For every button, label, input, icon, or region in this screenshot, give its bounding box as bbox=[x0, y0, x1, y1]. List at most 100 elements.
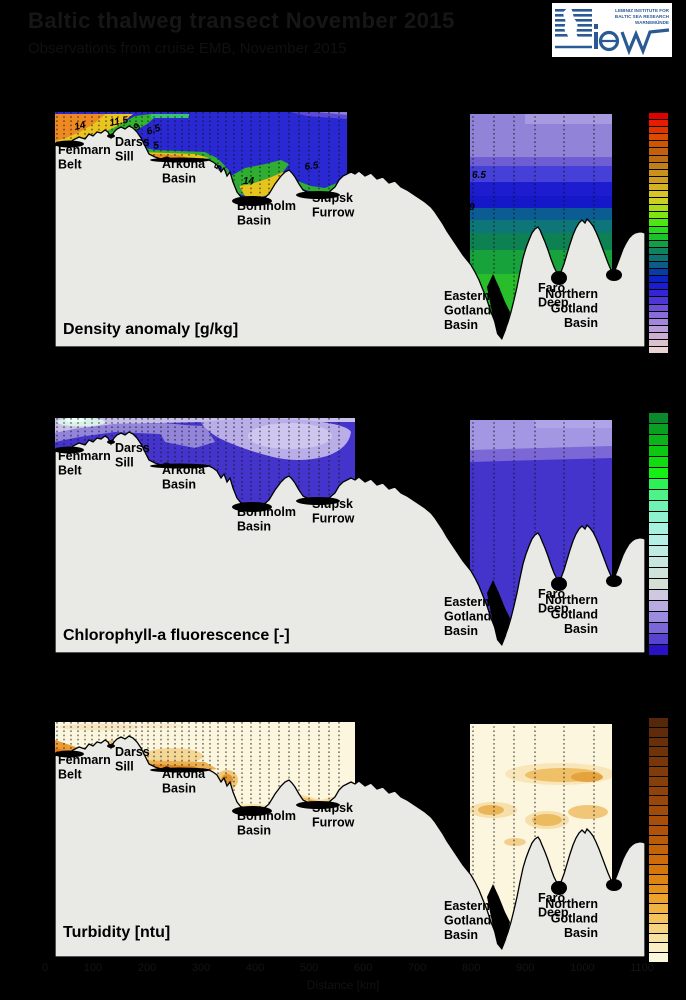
svg-text:6.5: 6.5 bbox=[472, 170, 486, 181]
turbidity-colorbar-cell bbox=[649, 835, 668, 846]
iow-logo: LEIBNIZ INSTITUTE FOR BALTIC SEA RESEARC… bbox=[552, 3, 672, 57]
svg-text:11.5: 11.5 bbox=[109, 115, 130, 129]
turbidity-colorbar-cell bbox=[649, 747, 668, 758]
turbidity-colorbar-cell bbox=[649, 727, 668, 738]
density-panel-title: Density anomaly [g/kg] bbox=[63, 321, 239, 338]
chl-colorbar-cell bbox=[649, 435, 668, 447]
axis-tick: 1000 bbox=[570, 962, 595, 974]
density-colorbar-cell bbox=[649, 183, 668, 192]
chl-colorbar-cell bbox=[649, 523, 668, 535]
turbidity-colorbar bbox=[648, 717, 669, 963]
density-colorbar-cell bbox=[649, 261, 668, 270]
chl-colorbar-cell bbox=[649, 512, 668, 524]
chl-colorbar-cell bbox=[649, 644, 668, 656]
axis-tick: 800 bbox=[462, 962, 481, 974]
turbidity-colorbar-cell bbox=[649, 757, 668, 767]
turbidity-colorbar-cell bbox=[649, 864, 668, 875]
density-colorbar-cell bbox=[649, 212, 668, 220]
axis-tick: 200 bbox=[137, 962, 157, 974]
svg-text:14: 14 bbox=[243, 176, 255, 187]
turbidity-colorbar-cell bbox=[649, 737, 668, 748]
density-colorbar-cell bbox=[649, 162, 668, 170]
density-colorbar-cell bbox=[649, 176, 668, 184]
density-colorbar-cell bbox=[649, 325, 668, 333]
chl-colorbar-cell bbox=[649, 589, 668, 601]
chl-colorbar-cell bbox=[649, 567, 668, 579]
density-colorbar-cell bbox=[649, 297, 668, 305]
turbidity-colorbar-cell bbox=[649, 806, 668, 816]
density-colorbar bbox=[648, 112, 669, 354]
logo-wordmark-iow bbox=[555, 24, 670, 56]
chl-colorbar-cell bbox=[649, 622, 668, 634]
density-colorbar-cell bbox=[649, 226, 668, 234]
svg-text:6.5: 6.5 bbox=[304, 160, 320, 173]
axis-tick: 500 bbox=[299, 962, 319, 974]
chl-colorbar-cell bbox=[649, 545, 668, 557]
turbidity-colorbar-cell bbox=[649, 796, 668, 807]
chl-colorbar-cell bbox=[649, 578, 668, 590]
chl-colorbar-cell bbox=[649, 413, 668, 425]
svg-text:14: 14 bbox=[73, 120, 87, 133]
chl-colorbar-cell bbox=[649, 468, 668, 480]
axis-tick: 600 bbox=[353, 962, 373, 974]
svg-text:6.5: 6.5 bbox=[145, 123, 162, 138]
density-colorbar-cell bbox=[649, 276, 668, 284]
turbidity-colorbar-cell bbox=[649, 953, 668, 962]
svg-text:5: 5 bbox=[153, 140, 161, 152]
turbidity-colorbar-cell bbox=[649, 933, 668, 944]
chl-colorbar-cell bbox=[649, 446, 668, 458]
axis-tick: 300 bbox=[191, 962, 211, 974]
figure-subtitle: Observations from cruise EMB, November 2… bbox=[28, 40, 347, 57]
svg-text:5: 5 bbox=[212, 163, 224, 172]
density-colorbar-cell bbox=[649, 198, 668, 206]
density-colorbar-cell bbox=[649, 290, 668, 298]
chl-colorbar-cell bbox=[649, 490, 668, 502]
density-colorbar-cell bbox=[649, 134, 668, 142]
density-colorbar-cell bbox=[649, 347, 668, 354]
chl-colorbar-cell bbox=[649, 501, 668, 513]
density-colorbar-cell bbox=[649, 191, 668, 199]
density-colorbar-cell bbox=[649, 169, 668, 177]
density-colorbar-cell bbox=[649, 311, 668, 319]
axis-tick: 400 bbox=[245, 962, 265, 974]
density-colorbar-cell bbox=[649, 283, 668, 291]
baltic-map-silhouette bbox=[563, 7, 579, 47]
turbidity-colorbar-cell bbox=[649, 825, 668, 836]
density-colorbar-cell bbox=[649, 219, 668, 227]
logo-org-line-3: WARNEMÜNDE bbox=[635, 19, 669, 25]
density-colorbar-cell bbox=[649, 141, 668, 149]
svg-text:9: 9 bbox=[131, 121, 143, 132]
chl-colorbar-cell bbox=[649, 633, 668, 645]
turbidity-colorbar-cell bbox=[649, 718, 668, 728]
density-colorbar-cell bbox=[649, 148, 668, 156]
turbidity-colorbar-cell bbox=[649, 815, 668, 826]
density-colorbar-cell bbox=[649, 269, 668, 277]
density-colorbar-cell bbox=[649, 113, 668, 121]
density-colorbar-cell bbox=[649, 318, 668, 326]
turbidity-colorbar-cell bbox=[649, 874, 668, 885]
density-colorbar-cell bbox=[649, 155, 668, 163]
turbidity-colorbar-cell bbox=[649, 855, 668, 865]
